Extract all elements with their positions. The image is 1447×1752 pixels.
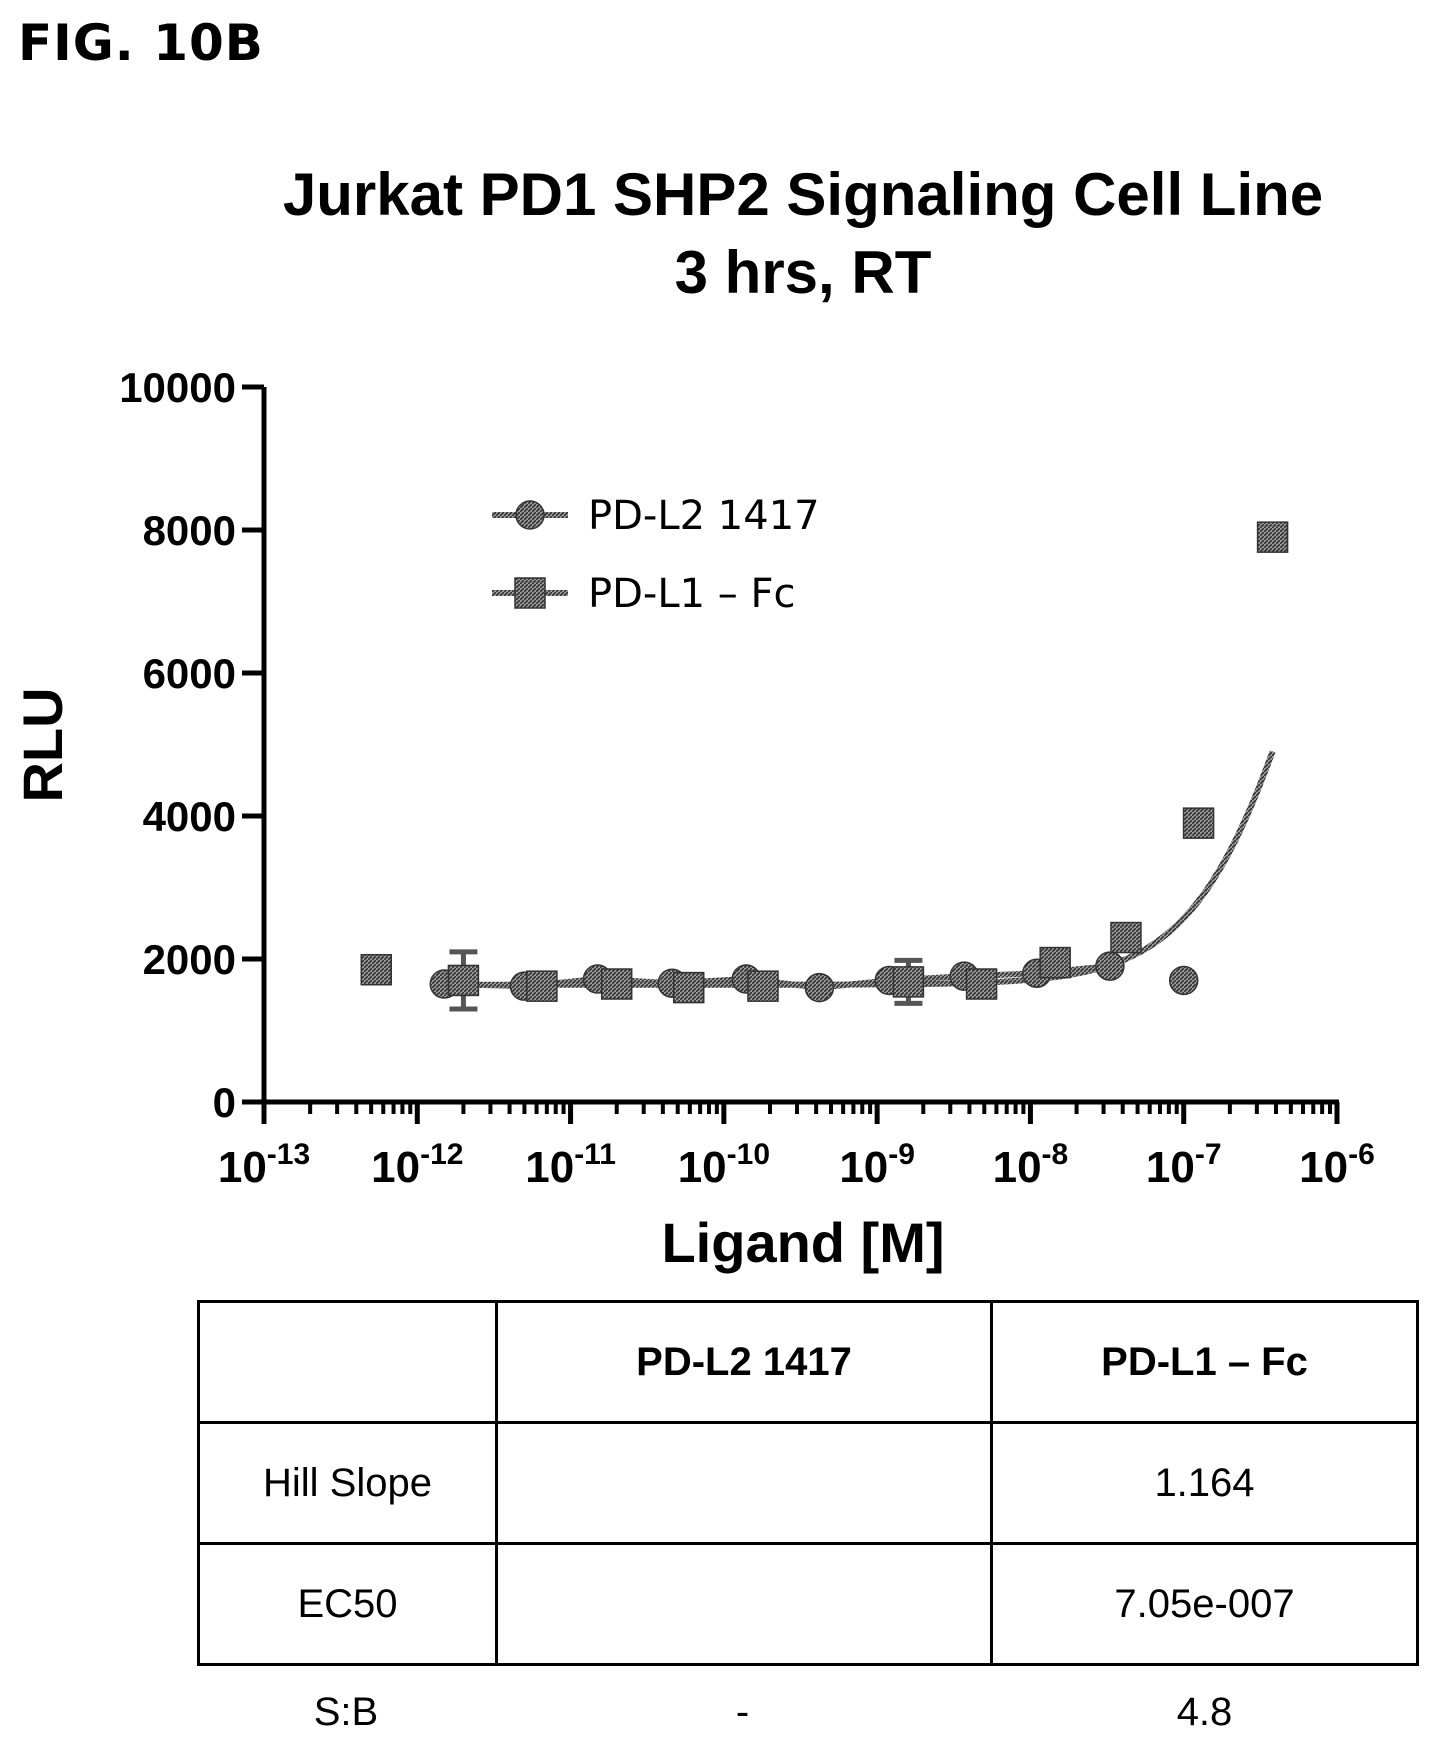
data-point <box>1039 946 1071 979</box>
x-tick-label: 10-7 <box>1146 1138 1222 1192</box>
x-tick-label: 10-11 <box>525 1138 616 1192</box>
table-cell: 1.164 <box>990 1421 1419 1545</box>
data-point <box>804 972 835 1003</box>
table-cell: 7.05e-007 <box>990 1542 1419 1666</box>
x-tick-label: 10-12 <box>371 1138 463 1192</box>
stats-table: PD-L2 1417 PD-L1 – Fc Hill Slope 1.164 E… <box>197 1300 1419 1666</box>
legend-label: PD-L1 – Fc <box>588 571 796 617</box>
x-axis-label: Ligand [M] <box>661 1211 944 1274</box>
legend-label: PD-L2 1417 <box>588 493 820 539</box>
table-cell <box>495 1421 993 1545</box>
table-header-row: PD-L2 1417 PD-L1 – Fc <box>197 1300 1419 1424</box>
legend-marker <box>514 577 546 609</box>
table-cell: Hill Slope <box>197 1421 498 1545</box>
sb-value-pdl2: - <box>735 1690 750 1734</box>
y-axis-label: RLU <box>11 687 74 802</box>
sb-label: S:B <box>313 1690 379 1734</box>
y-tick-label: 6000 <box>143 650 236 697</box>
table-cell: EC50 <box>197 1542 498 1666</box>
data-point <box>447 964 480 997</box>
x-ticks: 10-13 10-12 10-11 10-10 10-9 10-8 10-7 10-6 <box>218 1102 1375 1192</box>
x-tick-label: 10-9 <box>839 1138 915 1192</box>
chart-subtitle: 3 hrs, RT <box>675 239 932 306</box>
sb-value-pdl1: 4.8 <box>1176 1690 1233 1734</box>
y-tick-label: 10000 <box>119 364 236 411</box>
sb-row: S:B - 4.8 <box>197 1690 1419 1746</box>
legend: PD-L2 1417 PD-L1 – Fc <box>492 493 820 617</box>
figure-label: FIG. 10B <box>18 14 264 72</box>
data-point <box>1256 521 1289 553</box>
data-point <box>1168 965 1199 996</box>
data-point <box>892 966 925 998</box>
chart-title: Jurkat PD1 SHP2 Signaling Cell Line <box>283 161 1323 228</box>
data-point <box>1110 921 1142 954</box>
table-header-cell: PD-L1 – Fc <box>990 1300 1419 1424</box>
table-row: Hill Slope 1.164 <box>197 1421 1419 1545</box>
data-points <box>360 521 1289 1012</box>
y-tick-label: 0 <box>213 1079 236 1126</box>
table-cell <box>495 1542 993 1666</box>
fit-curve-1 <box>463 750 1276 988</box>
x-tick-label: 10-13 <box>218 1138 310 1192</box>
table-row: EC50 7.05e-007 <box>197 1542 1419 1666</box>
x-tick-label: 10-10 <box>678 1138 770 1192</box>
y-ticks: 0 2000 4000 6000 8000 10000 <box>119 364 264 1126</box>
legend-marker <box>515 500 545 530</box>
y-tick-label: 2000 <box>143 936 236 983</box>
data-point <box>1095 951 1125 981</box>
fit-curves <box>444 750 1276 991</box>
data-point <box>747 970 779 1002</box>
data-point <box>600 968 633 1000</box>
x-tick-label: 10-6 <box>1299 1138 1375 1192</box>
y-tick-label: 8000 <box>143 507 236 554</box>
y-tick-label: 4000 <box>143 793 236 840</box>
data-point <box>965 968 998 1000</box>
x-tick-label: 10-8 <box>993 1138 1069 1192</box>
table-header-cell <box>197 1300 498 1424</box>
data-point <box>526 970 558 1002</box>
data-point <box>360 953 393 986</box>
data-point <box>672 971 705 1004</box>
chart: Jurkat PD1 SHP2 Signaling Cell Line 3 hr… <box>11 161 1375 1274</box>
data-point <box>1182 807 1215 839</box>
table-header-cell: PD-L2 1417 <box>495 1300 993 1424</box>
